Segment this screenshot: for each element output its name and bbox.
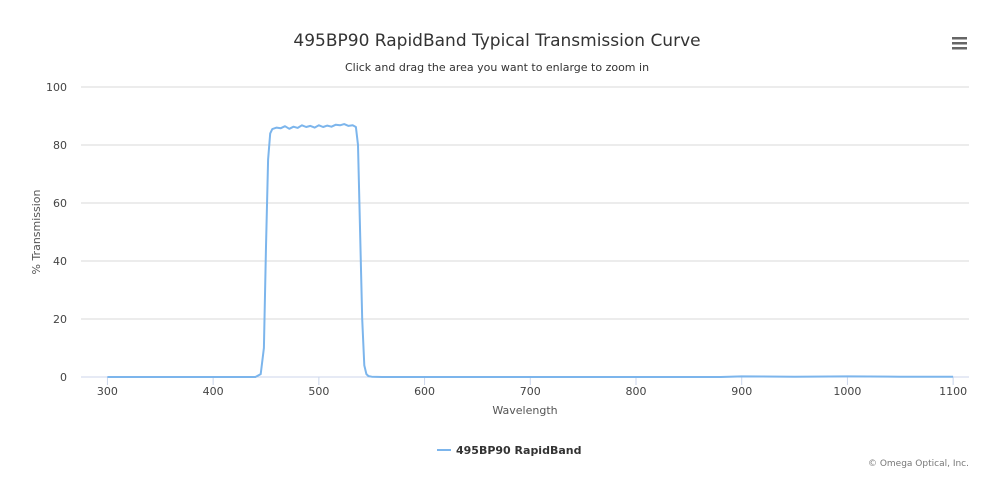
x-tick-label: 700	[520, 385, 541, 398]
x-tick-label: 800	[626, 385, 647, 398]
y-tick-label: 20	[53, 313, 67, 326]
y-axis: 0 20 40 60 80 100	[46, 81, 67, 384]
x-tick-label: 1100	[939, 385, 967, 398]
legend-label[interactable]: 495BP90 RapidBand	[456, 444, 581, 457]
x-axis-title: Wavelength	[492, 404, 557, 417]
chart-subtitle: Click and drag the area you want to enla…	[345, 61, 649, 74]
legend[interactable]: 495BP90 RapidBand	[437, 444, 581, 457]
grid-lines	[81, 86, 969, 378]
x-tick-label: 400	[203, 385, 224, 398]
menu-icon[interactable]	[945, 30, 973, 56]
x-tick-label: 1000	[833, 385, 861, 398]
credits[interactable]: © Omega Optical, Inc.	[868, 459, 969, 469]
y-tick-label: 0	[60, 371, 67, 384]
x-tick-label: 300	[97, 385, 118, 398]
series-layer	[107, 123, 954, 378]
x-tick-label: 900	[731, 385, 752, 398]
y-tick-label: 40	[53, 255, 67, 268]
y-axis-title: % Transmission	[30, 189, 43, 274]
y-tick-label: 60	[53, 197, 67, 210]
y-tick-label: 100	[46, 81, 67, 94]
x-tick-label: 500	[308, 385, 329, 398]
chart-title: 495BP90 RapidBand Typical Transmission C…	[293, 31, 700, 51]
y-tick-label: 80	[53, 139, 67, 152]
series-line[interactable]	[107, 123, 954, 378]
x-tick-label: 600	[414, 385, 435, 398]
x-axis: 300 400 500 600 700 800 900 1000 1100	[97, 377, 967, 398]
